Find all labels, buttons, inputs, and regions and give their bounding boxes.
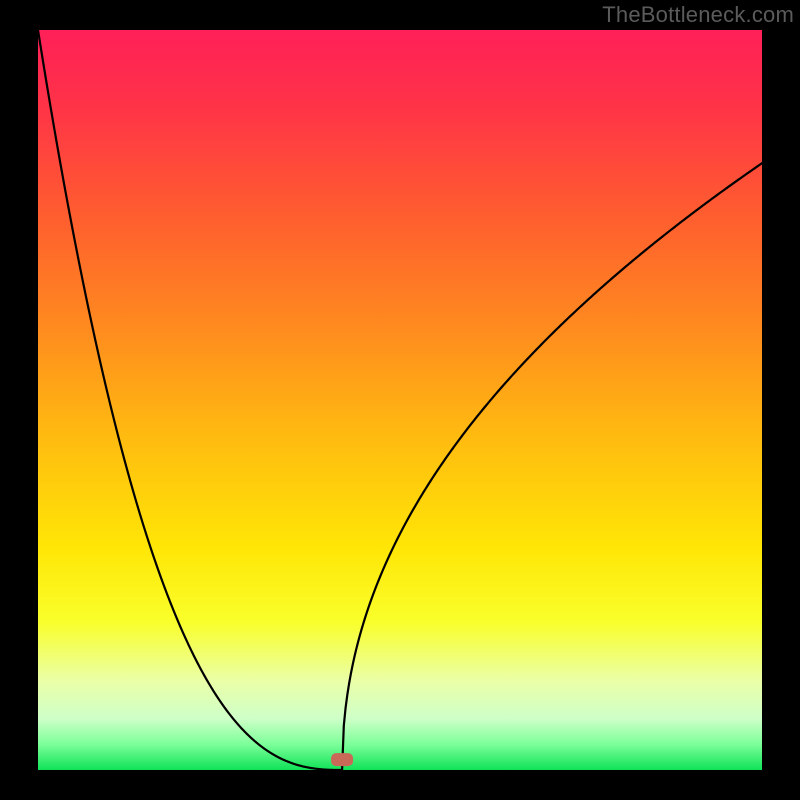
optimal-marker — [331, 753, 353, 766]
watermark-text: TheBottleneck.com — [602, 2, 794, 28]
bottleneck-curve — [38, 30, 762, 770]
curve-svg — [0, 0, 800, 800]
chart-stage: TheBottleneck.com — [0, 0, 800, 800]
